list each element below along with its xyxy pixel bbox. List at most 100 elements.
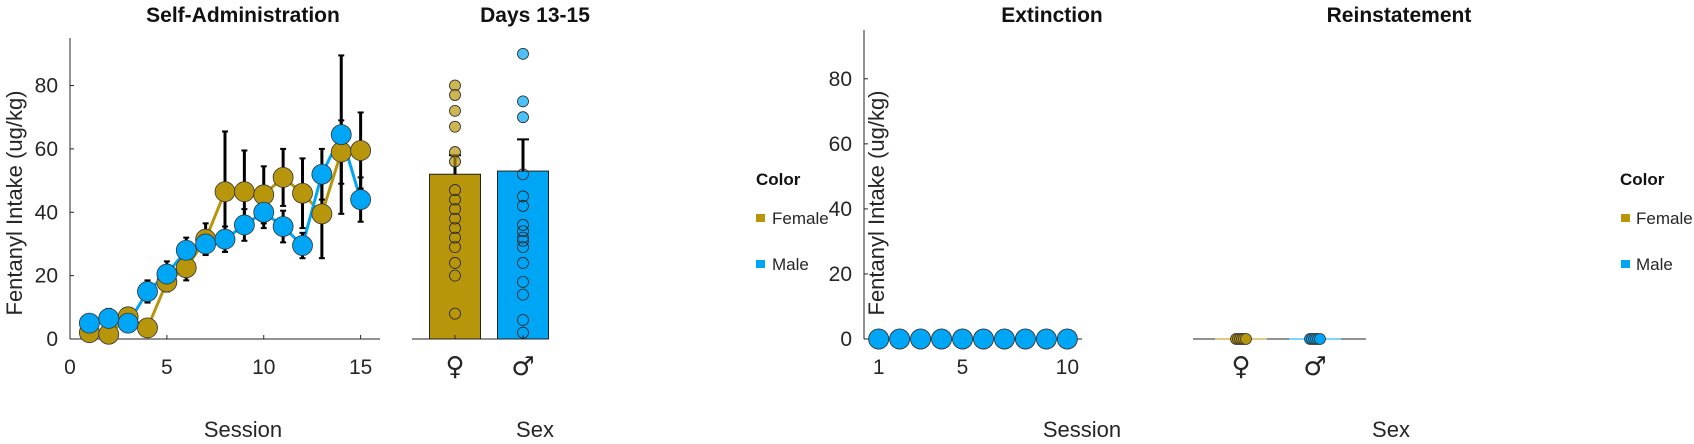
data-point-male xyxy=(330,124,352,146)
individual-point xyxy=(517,231,529,244)
individual-point xyxy=(449,257,461,269)
individual-point xyxy=(517,225,529,238)
individual-point xyxy=(517,288,529,301)
individual-point xyxy=(449,184,461,196)
data-point-female xyxy=(214,181,236,203)
x-axis-label-self-administration: Session xyxy=(204,417,282,442)
individual-point xyxy=(449,155,461,168)
data-point-female xyxy=(311,203,333,225)
x-tick-label: 15 xyxy=(349,356,372,379)
data-point-female xyxy=(350,140,372,161)
data-point-male xyxy=(98,308,120,329)
individual-point xyxy=(1314,333,1326,345)
individual-point xyxy=(449,203,461,215)
data-point-male xyxy=(195,233,217,255)
legend-swatch-female xyxy=(1621,214,1630,222)
legend-label-male: Male xyxy=(772,255,809,274)
bar-male xyxy=(497,170,549,340)
x-tick-label: ♀ xyxy=(1231,352,1250,382)
individual-point xyxy=(517,111,529,124)
data-point-male xyxy=(175,239,197,261)
individual-point xyxy=(517,190,529,203)
individual-point xyxy=(449,241,461,254)
legend-right: Color Female Male xyxy=(1620,170,1693,274)
data-point-male xyxy=(1015,328,1036,350)
y-tick-label: 80 xyxy=(829,68,852,91)
individual-point xyxy=(449,269,461,282)
data-point-female xyxy=(272,167,294,188)
data-point-male xyxy=(350,189,372,210)
individual-point xyxy=(517,168,529,181)
individual-point xyxy=(449,231,461,244)
data-point-male xyxy=(78,312,100,334)
legend-label-female: Female xyxy=(772,209,829,228)
data-point-female xyxy=(292,182,313,204)
data-point-male xyxy=(117,312,139,334)
data-point-female xyxy=(233,181,255,203)
individual-point xyxy=(517,314,529,326)
x-axis-label-extinction: Session xyxy=(1043,417,1121,442)
individual-point xyxy=(449,120,461,133)
y-tick-label: 0 xyxy=(46,328,58,351)
data-point-male xyxy=(889,328,911,350)
legend-swatch-male xyxy=(756,260,765,268)
data-point-female xyxy=(253,184,275,206)
legend-title: Color xyxy=(756,170,801,189)
data-point-male xyxy=(233,214,255,236)
data-point-male xyxy=(868,328,890,350)
individual-point xyxy=(449,193,461,206)
data-point-male xyxy=(272,216,294,237)
legend-swatch-female xyxy=(756,214,765,222)
panel-title-reinstatement: Reinstatement xyxy=(1327,4,1472,27)
data-point-male xyxy=(931,328,952,350)
x-tick-label: 10 xyxy=(1056,356,1079,379)
y-tick-label: 60 xyxy=(35,138,58,161)
individual-point xyxy=(517,47,529,60)
individual-point xyxy=(517,219,529,231)
y-axis-label-extinction: Fentanyl Intake (ug/kg) xyxy=(864,90,889,315)
individual-point xyxy=(1240,333,1252,345)
x-tick-label: ♂ xyxy=(1303,352,1326,382)
legend-title: Color xyxy=(1620,170,1665,189)
y-tick-label: 40 xyxy=(35,201,58,224)
individual-point xyxy=(517,200,529,212)
x-tick-label: 5 xyxy=(161,356,173,379)
y-tick-label: 80 xyxy=(35,75,58,98)
legend-left: Color Female Male xyxy=(756,170,829,274)
y-tick-label: 60 xyxy=(829,133,852,156)
data-point-male xyxy=(156,263,178,285)
data-point-male xyxy=(952,328,973,350)
data-point-female xyxy=(175,257,197,279)
individual-point xyxy=(517,234,529,247)
data-point-male xyxy=(137,281,158,302)
x-tick-label: ♂ xyxy=(511,352,534,382)
y-tick-label: 40 xyxy=(829,198,852,221)
data-point-male xyxy=(311,163,333,185)
data-point-male xyxy=(994,328,1015,350)
data-point-male xyxy=(292,235,313,256)
individual-point xyxy=(517,95,529,108)
data-point-female xyxy=(137,317,158,339)
panel-title-days: Days 13-15 xyxy=(480,4,590,27)
individual-point xyxy=(449,212,461,225)
individual-point xyxy=(517,276,529,288)
data-point-male xyxy=(1056,328,1078,350)
y-tick-label: 20 xyxy=(35,265,58,288)
panel-title-self-administration: Self-Administration xyxy=(146,4,340,27)
y-axis-label-self-administration: Fentanyl Intake (ug/kg) xyxy=(2,90,27,315)
data-point-male xyxy=(1035,328,1057,350)
individual-point xyxy=(449,89,461,101)
bar-female xyxy=(429,173,481,340)
legend-label-male: Male xyxy=(1636,255,1673,274)
x-axis-label-reinstatement: Sex xyxy=(1372,417,1410,442)
x-axis-label-days: Sex xyxy=(516,417,554,442)
x-tick-label: 5 xyxy=(957,356,969,379)
panel-title-extinction: Extinction xyxy=(1001,4,1103,27)
individual-point xyxy=(449,222,461,235)
x-tick-label: 0 xyxy=(64,356,76,379)
data-point-male xyxy=(214,228,236,250)
x-tick-label: 1 xyxy=(873,356,885,379)
individual-point xyxy=(449,104,461,117)
x-tick-label: ♀ xyxy=(445,352,464,382)
legend-swatch-male xyxy=(1621,260,1630,268)
